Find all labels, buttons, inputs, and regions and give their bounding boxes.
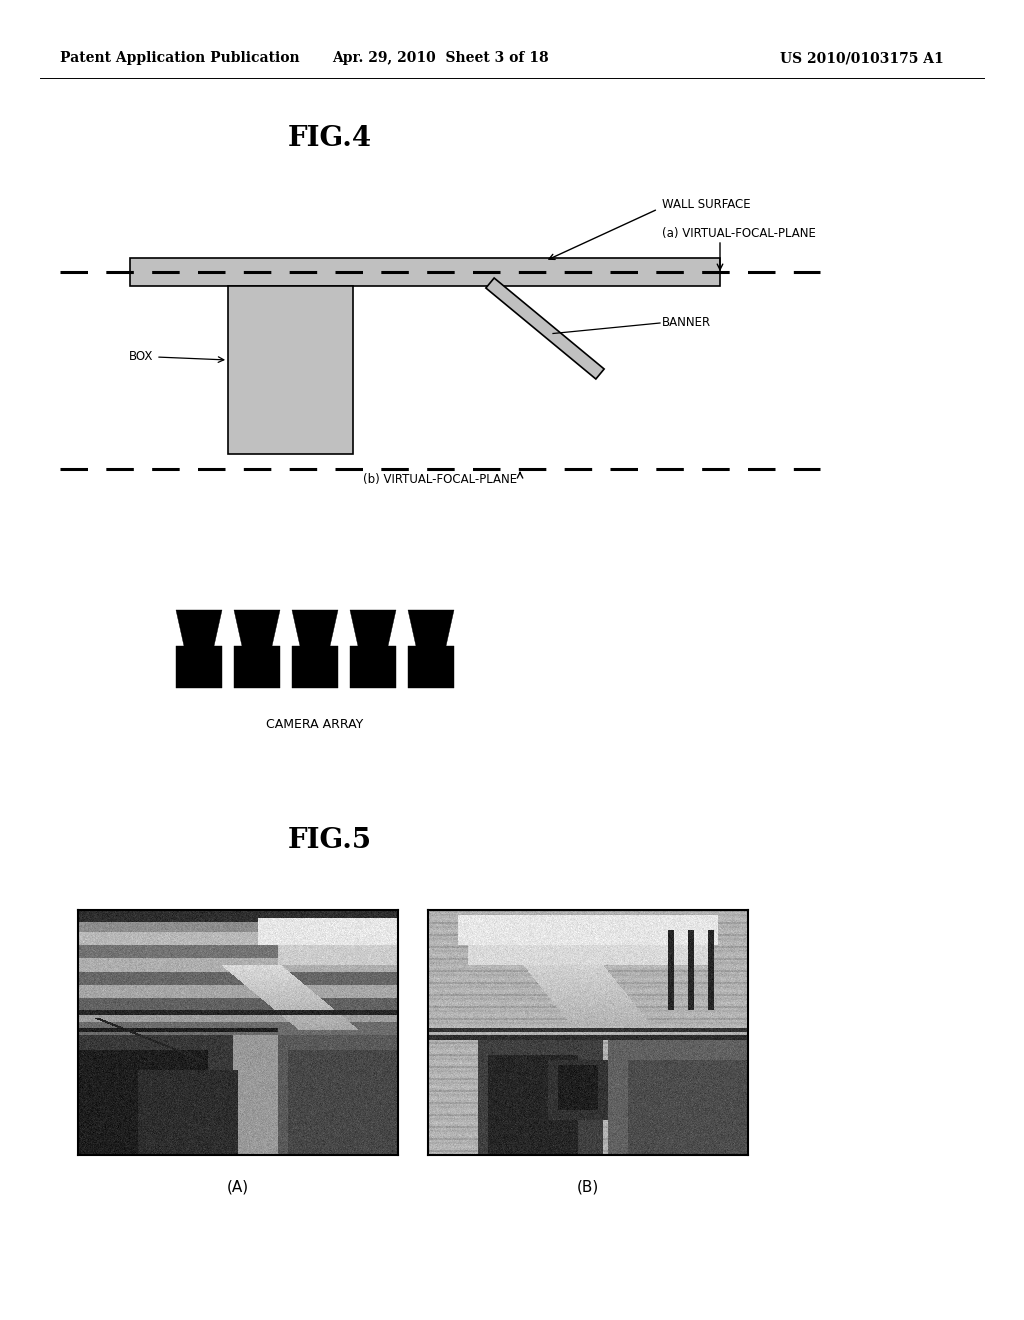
Bar: [176, 645, 222, 688]
Bar: [292, 645, 338, 688]
Bar: [408, 645, 454, 688]
Text: CAMERA ARRAY: CAMERA ARRAY: [266, 718, 364, 731]
Text: Apr. 29, 2010  Sheet 3 of 18: Apr. 29, 2010 Sheet 3 of 18: [332, 51, 548, 65]
Bar: [228, 286, 353, 454]
Text: BANNER: BANNER: [662, 317, 711, 330]
Polygon shape: [292, 610, 338, 645]
Polygon shape: [234, 610, 280, 645]
Polygon shape: [350, 610, 396, 645]
Text: US 2010/0103175 A1: US 2010/0103175 A1: [780, 51, 944, 65]
Bar: [350, 645, 396, 688]
Text: (b) VIRTUAL-FOCAL-PLANE: (b) VIRTUAL-FOCAL-PLANE: [362, 474, 517, 487]
Text: (A): (A): [227, 1180, 249, 1195]
Text: WALL SURFACE: WALL SURFACE: [662, 198, 751, 211]
Text: Patent Application Publication: Patent Application Publication: [60, 51, 300, 65]
Polygon shape: [176, 610, 222, 645]
Bar: [234, 645, 280, 688]
Text: (B): (B): [577, 1180, 599, 1195]
Text: FIG.4: FIG.4: [288, 124, 372, 152]
Polygon shape: [408, 610, 454, 645]
Text: BOX: BOX: [129, 351, 153, 363]
Text: (a) VIRTUAL-FOCAL-PLANE: (a) VIRTUAL-FOCAL-PLANE: [662, 227, 816, 239]
Bar: [130, 257, 720, 286]
Text: FIG.5: FIG.5: [288, 826, 372, 854]
Polygon shape: [485, 279, 604, 379]
